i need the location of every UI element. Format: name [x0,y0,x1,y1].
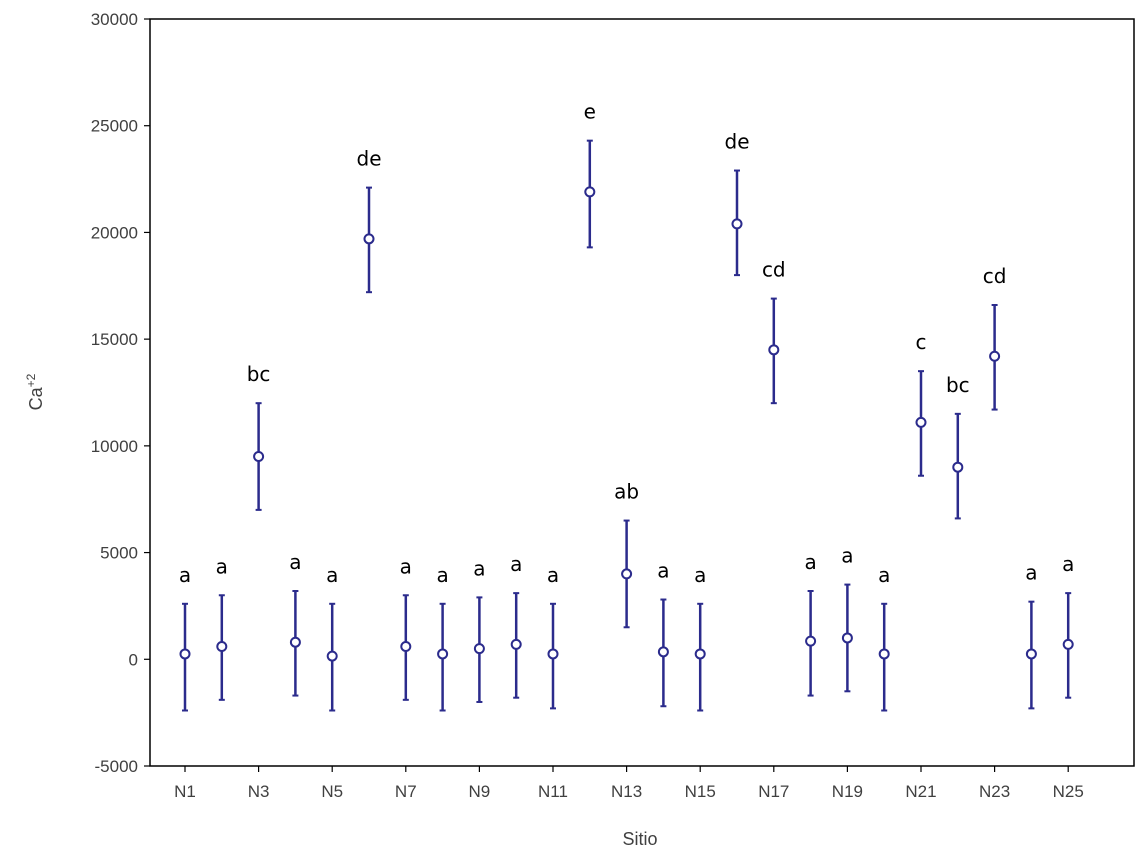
group-letter-label: a [179,563,191,587]
x-tick-label: N3 [248,782,270,801]
x-tick-label: N21 [905,782,936,801]
x-tick-label: N19 [832,782,863,801]
mean-point [1025,648,1037,660]
mean-point [878,648,890,660]
y-tick-label: 25000 [91,117,138,136]
group-letter-label: a [216,554,228,578]
x-tick-label: N17 [758,782,789,801]
mean-point [363,233,375,245]
y-tick-label: 30000 [91,10,138,29]
group-letter-label: a [694,563,706,587]
group-letter-label: a [510,552,522,576]
group-letter-label: a [1062,552,1074,576]
group-letter-label: c [916,330,927,354]
mean-point [768,344,780,356]
y-axis-title-base: Ca [26,386,46,410]
mean-point [989,350,1001,362]
y-tick-label: 20000 [91,223,138,242]
plot-frame [149,18,1135,767]
x-tick-label: N23 [979,782,1010,801]
x-axis-title: Sitio [622,829,657,849]
x-tick-label: N5 [321,782,343,801]
mean-point [952,461,964,473]
group-letter-label: a [400,554,412,578]
y-axis: -5000 0 5000 10000 15000 20000 25000 30000 [91,10,150,776]
y-tick-label: 0 [129,650,138,669]
group-letter-label: a [547,563,559,587]
mean-point [473,643,485,655]
group-letter-label: a [1025,561,1037,585]
mean-point [805,635,817,647]
group-letter-label: a [657,559,669,583]
mean-point [216,640,228,652]
group-letter-label: cd [983,264,1007,288]
y-tick-label: 5000 [100,544,138,563]
group-letter-label: de [357,147,382,171]
mean-point [179,648,191,660]
y-axis-title: Ca+2 [24,373,46,410]
mean-point [289,636,301,648]
group-letter-label: bc [247,362,271,386]
x-tick-label: N9 [469,782,491,801]
mean-point [621,568,633,580]
y-tick-label: -5000 [95,757,138,776]
mean-point [400,640,412,652]
mean-point [547,648,559,660]
y-tick-label: 10000 [91,437,138,456]
group-letter-label: a [804,550,816,574]
group-letter-label: a [878,563,890,587]
group-letter-label: a [841,544,853,568]
mean-point [437,648,449,660]
x-tick-label: N1 [174,782,196,801]
mean-point [657,646,669,658]
group-letter-label: cd [762,258,786,282]
group-letter-label: e [584,100,596,124]
x-tick-label: N25 [1053,782,1084,801]
mean-point [510,638,522,650]
mean-point [694,648,706,660]
mean-point [731,218,743,230]
mean-point [253,451,265,463]
group-letter-label: a [289,550,301,574]
group-letter-label: a [473,556,485,580]
group-letter-label: a [436,563,448,587]
x-tick-label: N15 [685,782,716,801]
x-tick-label: N7 [395,782,417,801]
mean-point [326,650,338,662]
group-letter-label: bc [946,373,970,397]
mean-point [841,632,853,644]
mean-point [915,416,927,428]
x-tick-label: N13 [611,782,642,801]
group-letter-label: a [326,563,338,587]
mean-point [584,186,596,198]
y-tick-label: 15000 [91,330,138,349]
x-axis: N1 N3 N5 N7 N9 N11 N13 N15 N17 N19 N21 N23 N25 [174,766,1084,801]
group-letter-label: ab [614,480,639,504]
group-letter-label: de [725,130,750,154]
y-axis-title-superscript: +2 [24,373,38,387]
mean-point [1062,638,1074,650]
x-tick-label: N11 [538,782,568,801]
